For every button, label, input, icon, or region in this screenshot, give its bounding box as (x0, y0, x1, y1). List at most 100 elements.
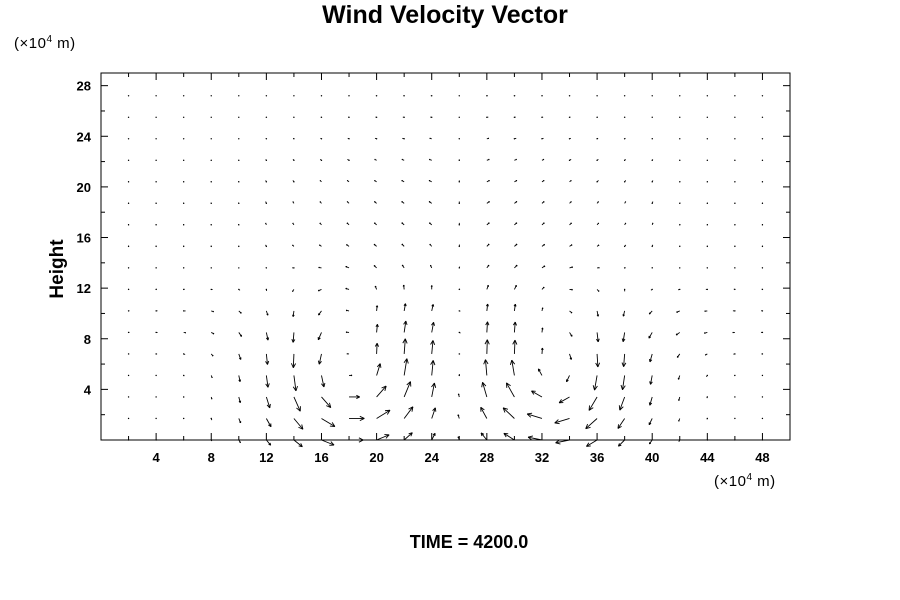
wind-vector-dot (706, 224, 709, 226)
wind-vector (620, 375, 626, 391)
wind-vector-head (623, 362, 627, 367)
wind-vector-head (402, 264, 404, 267)
wind-vector (182, 439, 185, 441)
wind-vector (486, 201, 490, 204)
wind-vector-shaft (527, 413, 543, 419)
wind-vector-head (558, 399, 562, 404)
wind-vector (761, 181, 764, 183)
wind-vector (317, 288, 322, 292)
wind-vector (733, 288, 736, 291)
wind-vector (596, 222, 600, 226)
wind-vector (679, 245, 681, 248)
wind-vector-head (509, 359, 513, 366)
wind-vector (651, 222, 654, 226)
wind-vector-head (514, 321, 517, 326)
wind-vector-shaft (431, 340, 434, 354)
wind-vector-dot (458, 181, 460, 183)
wind-vector (704, 353, 708, 356)
wind-vector-head (329, 402, 332, 408)
wind-vector (265, 288, 268, 291)
wind-vector-shaft (238, 375, 241, 382)
wind-vector (211, 332, 215, 335)
wind-vector-head (317, 289, 320, 292)
wind-vector (127, 181, 130, 183)
wind-vector (761, 224, 764, 226)
wind-vector (237, 180, 240, 183)
wind-vector (238, 396, 242, 404)
wind-vector (679, 267, 681, 269)
wind-vector (706, 439, 709, 441)
wind-vector (541, 347, 544, 354)
wind-vector (648, 353, 653, 363)
wind-vector-head (515, 180, 518, 182)
wind-vector-dot (182, 374, 185, 377)
wind-vector-head (211, 376, 213, 379)
wind-vector (127, 310, 130, 312)
wind-vector (292, 267, 295, 269)
wind-vector-dot (155, 138, 157, 140)
wind-vector-dot (127, 224, 130, 226)
wind-vector-dot (458, 288, 460, 291)
wind-vector (292, 180, 295, 183)
wind-vector-head (617, 425, 622, 429)
wind-vector (210, 353, 214, 357)
wind-vector-dot (596, 181, 598, 183)
wind-vector (376, 385, 387, 398)
wind-vector-dot (155, 224, 157, 226)
wind-vector-dot (761, 353, 764, 355)
wind-vector (321, 418, 336, 427)
wind-vector (127, 95, 130, 97)
wind-vector (541, 327, 544, 333)
wind-vector-dot (293, 138, 295, 140)
wind-vector-dot (155, 181, 157, 183)
wind-vector-shaft (265, 375, 269, 388)
wind-vector-shaft (292, 353, 295, 368)
wind-vector-head (526, 413, 532, 418)
wind-vector-head (403, 284, 405, 287)
wind-vector-head (326, 405, 331, 408)
wind-vector-head (431, 322, 434, 326)
wind-vector (569, 288, 573, 291)
wind-vector (376, 363, 382, 376)
wind-vector-dot (155, 95, 157, 97)
wind-vector (265, 180, 268, 183)
wind-vector-dot (706, 288, 709, 291)
wind-vector (373, 243, 377, 247)
wind-vector-dot (293, 181, 295, 183)
wind-vector-dot (651, 202, 653, 205)
wind-vector (568, 116, 571, 118)
wind-vector (402, 284, 405, 290)
wind-vector (265, 310, 269, 316)
wind-vector-shaft (596, 353, 599, 368)
y-tick-label: 4 (84, 382, 92, 397)
wind-vector-dot (761, 202, 764, 205)
wind-vector-dot (375, 95, 378, 97)
wind-vector-dot (761, 288, 764, 291)
wind-vector-head (527, 436, 533, 441)
wind-vector-head (266, 313, 269, 316)
wind-vector (210, 288, 213, 291)
wind-vector-head (331, 422, 336, 427)
wind-vector-shaft (528, 436, 543, 441)
wind-vector-dot (210, 288, 212, 291)
wind-vector (127, 331, 130, 334)
wind-vector (346, 222, 350, 226)
wind-vector-dot (182, 267, 185, 269)
wind-vector-dot (127, 138, 130, 140)
wind-vector (623, 288, 626, 292)
x-tick-label: 12 (259, 450, 273, 465)
wind-vector-head (620, 384, 623, 390)
x-tick-label: 28 (480, 450, 494, 465)
wind-vector-dot (651, 138, 653, 140)
wind-vector-dot (238, 224, 240, 226)
wind-vector (319, 222, 322, 226)
wind-vector-head (457, 414, 460, 417)
wind-vector (402, 338, 408, 354)
wind-vector-dot (596, 95, 598, 97)
wind-vector (597, 266, 600, 269)
wind-vector (265, 396, 271, 409)
wind-vector (541, 307, 544, 312)
wind-vector-head (292, 363, 297, 368)
y-unit-suffix: m) (52, 35, 76, 52)
wind-vector-dot (210, 439, 212, 441)
